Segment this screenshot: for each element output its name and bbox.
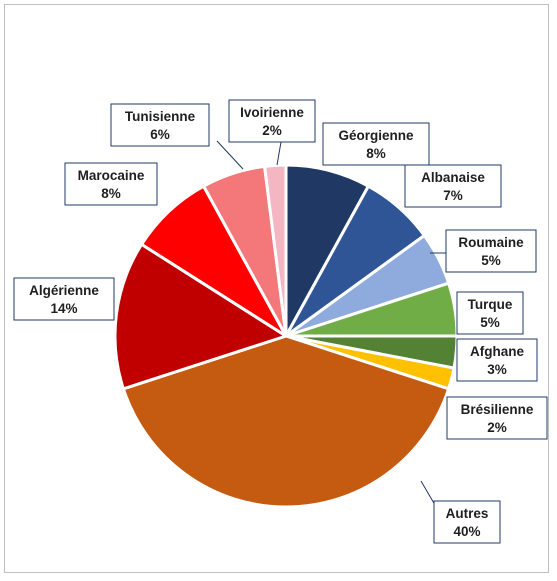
slice-label: Turque xyxy=(468,297,513,312)
pie-slice-ivoirienne xyxy=(263,163,288,338)
callout-box xyxy=(446,396,548,440)
callout-box xyxy=(433,500,501,544)
callout-box xyxy=(228,99,316,143)
slice-value-label: 5% xyxy=(480,315,500,330)
slice-label: Brésilienne xyxy=(461,402,534,417)
slice-label: Algérienne xyxy=(29,283,99,298)
callout-bresilienne: Brésilienne 2% xyxy=(446,396,548,440)
callout-marocaine: Marocaine 8% xyxy=(64,162,158,206)
callout-turque: Turque 5% xyxy=(456,291,524,335)
slice-value-label: 6% xyxy=(150,127,170,142)
callout-leaders xyxy=(216,140,446,506)
callout-box xyxy=(64,162,158,206)
callout-ivoirienne: Ivoirienne 2% xyxy=(228,99,316,143)
slice-value-label: 2% xyxy=(262,123,282,138)
slice-value-label: 2% xyxy=(487,420,507,435)
slice-label: Ivoirienne xyxy=(240,105,304,120)
slice-value-label: 8% xyxy=(366,146,386,161)
slice-label: Autres xyxy=(446,506,489,521)
callout-algerienne: Algérienne 14% xyxy=(13,277,115,321)
callout-box xyxy=(456,338,538,382)
callout-georgienne: Géorgienne 8% xyxy=(322,122,430,166)
callout-box xyxy=(456,291,524,335)
pie-slices xyxy=(113,163,459,509)
callout-tunisienne: Tunisienne 6% xyxy=(110,103,210,147)
callout-albanaise: Albanaise 7% xyxy=(404,164,502,208)
chart-frame: Géorgienne 8% Albanaise 7% Roumaine 5% Turque 5… xyxy=(4,4,549,573)
callout-roumaine: Roumaine 5% xyxy=(445,229,537,273)
slice-value-label: 40% xyxy=(453,524,480,539)
slice-value-label: 7% xyxy=(443,188,463,203)
callout-box xyxy=(445,229,537,273)
callout-box xyxy=(110,103,210,147)
slice-value-label: 14% xyxy=(50,301,77,316)
slice-value-label: 8% xyxy=(101,186,121,201)
leader-line xyxy=(216,140,244,170)
pie-chart: Géorgienne 8% Albanaise 7% Roumaine 5% Turque 5… xyxy=(13,99,548,544)
leader-line xyxy=(276,141,282,166)
callout-box xyxy=(13,277,115,321)
callout-afghane: Afghane 3% xyxy=(456,338,538,382)
callout-autres: Autres 40% xyxy=(433,500,501,544)
slice-label: Afghane xyxy=(470,344,524,359)
slice-label: Albanaise xyxy=(421,170,485,185)
slice-label: Tunisienne xyxy=(125,109,196,124)
leader-line xyxy=(420,480,436,506)
callout-box xyxy=(322,122,430,166)
pie-slice-autres xyxy=(121,334,451,509)
slice-value-label: 5% xyxy=(481,253,501,268)
slice-label: Marocaine xyxy=(78,168,145,183)
callout-box xyxy=(404,164,502,208)
callout-labels: Géorgienne 8% Albanaise 7% Roumaine 5% Turque 5… xyxy=(13,99,548,544)
slice-value-label: 3% xyxy=(487,362,507,377)
slice-label: Roumaine xyxy=(458,235,524,250)
pie-slice-algerienne xyxy=(113,242,288,391)
slice-label: Géorgienne xyxy=(338,128,414,143)
